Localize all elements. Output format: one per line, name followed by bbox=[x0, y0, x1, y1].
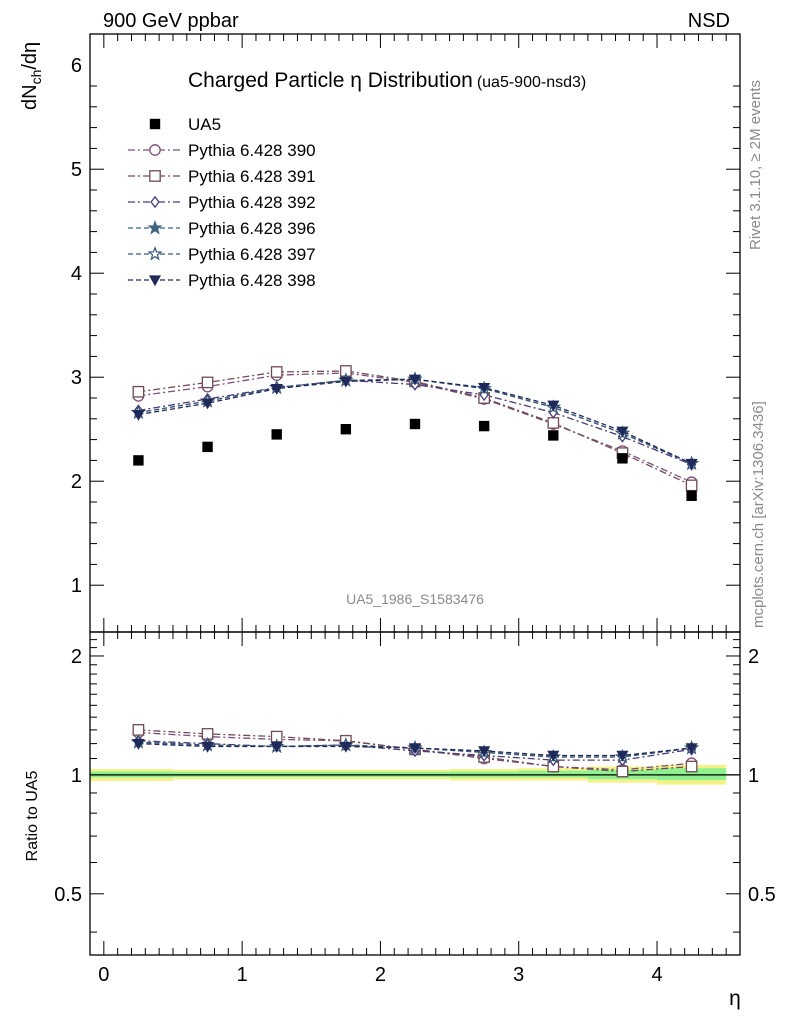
ratio-6-point bbox=[339, 741, 352, 753]
legend-label-5: Pythia 6.428 397 bbox=[188, 245, 316, 264]
ratio-y-tick-label: 0.5 bbox=[54, 884, 82, 906]
ratio-plot-frame bbox=[89, 631, 741, 956]
series-6-point bbox=[408, 374, 422, 386]
series-2-point bbox=[270, 366, 283, 378]
legend-marker-1 bbox=[149, 144, 161, 156]
main-y-tick-label: 2 bbox=[71, 471, 82, 493]
x-tick-label: 4 bbox=[651, 964, 662, 986]
ratio-line-1 bbox=[138, 731, 692, 771]
series-6-point bbox=[685, 458, 698, 470]
series-line-3 bbox=[138, 379, 692, 466]
legend-marker-3 bbox=[150, 195, 160, 209]
ratio-6-point bbox=[616, 750, 629, 762]
main-plot: 1 2 3 4 5 6 Charged Particle η Distribution (u… bbox=[19, 33, 741, 633]
legend-marker-2 bbox=[149, 170, 161, 182]
mcplots-label: mcplots.cern.ch [arXiv:1306.3436] bbox=[750, 401, 767, 628]
main-y-tick-label: 3 bbox=[71, 367, 82, 389]
x-axis-label: η bbox=[729, 987, 741, 1010]
ratio-6-point bbox=[685, 743, 698, 755]
ua5-data-point bbox=[409, 418, 421, 430]
ratio-y-axis-label: Ratio to UA5 bbox=[24, 771, 41, 862]
legend: UA5 Pythia 6.428 390 Pythia 6.428 391 Pythi… bbox=[128, 115, 316, 290]
ratio-x-ticks: 0 1 2 3 4 bbox=[98, 632, 727, 986]
ratio-6-point bbox=[201, 741, 214, 753]
x-tick-label: 1 bbox=[237, 964, 248, 986]
ua5-data-point bbox=[271, 429, 282, 440]
ratio-6-point bbox=[408, 743, 422, 755]
main-y-tick-label: 1 bbox=[71, 575, 82, 597]
series-6-point bbox=[270, 383, 283, 395]
series-line-1 bbox=[138, 372, 692, 483]
ratio-2-point bbox=[132, 724, 145, 736]
ratio-2-point bbox=[685, 760, 698, 773]
energy-label: 900 GeV ppbar bbox=[103, 10, 239, 32]
ratio-6-point bbox=[132, 738, 145, 750]
ua5-data-point bbox=[686, 490, 697, 501]
legend-label-ua5: UA5 bbox=[188, 115, 221, 134]
series-line-2 bbox=[138, 370, 692, 486]
series-6-point bbox=[478, 382, 491, 394]
ratio-6-point bbox=[270, 741, 283, 753]
main-y-tick-label: 5 bbox=[71, 159, 82, 181]
ratio-plot: 0.5 0.5 1 1 2 2 0 1 2 3 4 Ratio to UA5 η bbox=[24, 631, 776, 1010]
ratio-y-ticks: 0.5 0.5 1 1 2 2 bbox=[54, 639, 776, 933]
x-tick-label: 0 bbox=[98, 964, 109, 986]
ratio-line-2 bbox=[138, 729, 692, 773]
series-6-point bbox=[132, 409, 145, 421]
legend-marker-4 bbox=[147, 220, 163, 235]
x-tick-label: 2 bbox=[375, 964, 386, 986]
analysis-watermark: UA5_1986_S1583476 bbox=[346, 591, 484, 607]
series-6-point bbox=[201, 398, 214, 410]
ratio-6-point bbox=[547, 750, 560, 762]
ua5-data-point bbox=[202, 441, 213, 453]
ratio-y-tick-label-right: 1 bbox=[748, 765, 759, 787]
legend-label-3: Pythia 6.428 392 bbox=[188, 193, 316, 212]
series-2-point bbox=[201, 376, 214, 389]
rivet-label: Rivet 3.1.10, ≥ 2M events bbox=[747, 80, 764, 250]
ratio-y-tick-label: 2 bbox=[71, 646, 82, 668]
main-y-ticks: 1 2 3 4 5 6 bbox=[71, 34, 740, 632]
legend-marker-5 bbox=[147, 246, 163, 261]
main-series bbox=[130, 365, 700, 492]
ratio-y-tick-label-right: 0.5 bbox=[748, 884, 776, 906]
series-2-point bbox=[547, 417, 560, 429]
ratio-6-point bbox=[478, 746, 491, 758]
ua5-data-point bbox=[617, 453, 628, 464]
ratio-series bbox=[130, 724, 700, 778]
chart-title: Charged Particle η Distribution (ua5-900-… bbox=[188, 69, 586, 92]
process-label: NSD bbox=[688, 10, 730, 32]
main-y-axis-label: dNch/dη bbox=[19, 42, 44, 110]
band-inner bbox=[90, 768, 727, 781]
main-data-points bbox=[133, 418, 697, 501]
ratio-2-point bbox=[616, 765, 629, 778]
ratio-y-tick-label: 1 bbox=[71, 765, 82, 787]
main-y-tick-label: 4 bbox=[71, 263, 82, 285]
legend-label-2: Pythia 6.428 391 bbox=[188, 167, 316, 186]
legend-marker-ua5 bbox=[149, 118, 161, 130]
legend-marker-6 bbox=[148, 275, 162, 287]
ua5-data-point bbox=[548, 430, 559, 441]
legend-label-4: Pythia 6.428 396 bbox=[188, 219, 316, 238]
series-2-point bbox=[685, 479, 698, 492]
ua5-data-point bbox=[340, 424, 352, 435]
x-tick-label: 3 bbox=[513, 964, 524, 986]
ratio-y-tick-label-right: 2 bbox=[748, 646, 759, 668]
legend-label-1: Pythia 6.428 390 bbox=[188, 141, 316, 160]
main-y-tick-label: 6 bbox=[71, 55, 82, 77]
series-2-point bbox=[132, 385, 145, 398]
ua5-data-point bbox=[133, 455, 144, 466]
legend-label-6: Pythia 6.428 398 bbox=[188, 271, 316, 290]
series-6-point bbox=[616, 426, 629, 438]
series-6-point bbox=[339, 376, 352, 388]
ua5-data-point bbox=[478, 420, 490, 432]
series-6-point bbox=[547, 400, 560, 412]
